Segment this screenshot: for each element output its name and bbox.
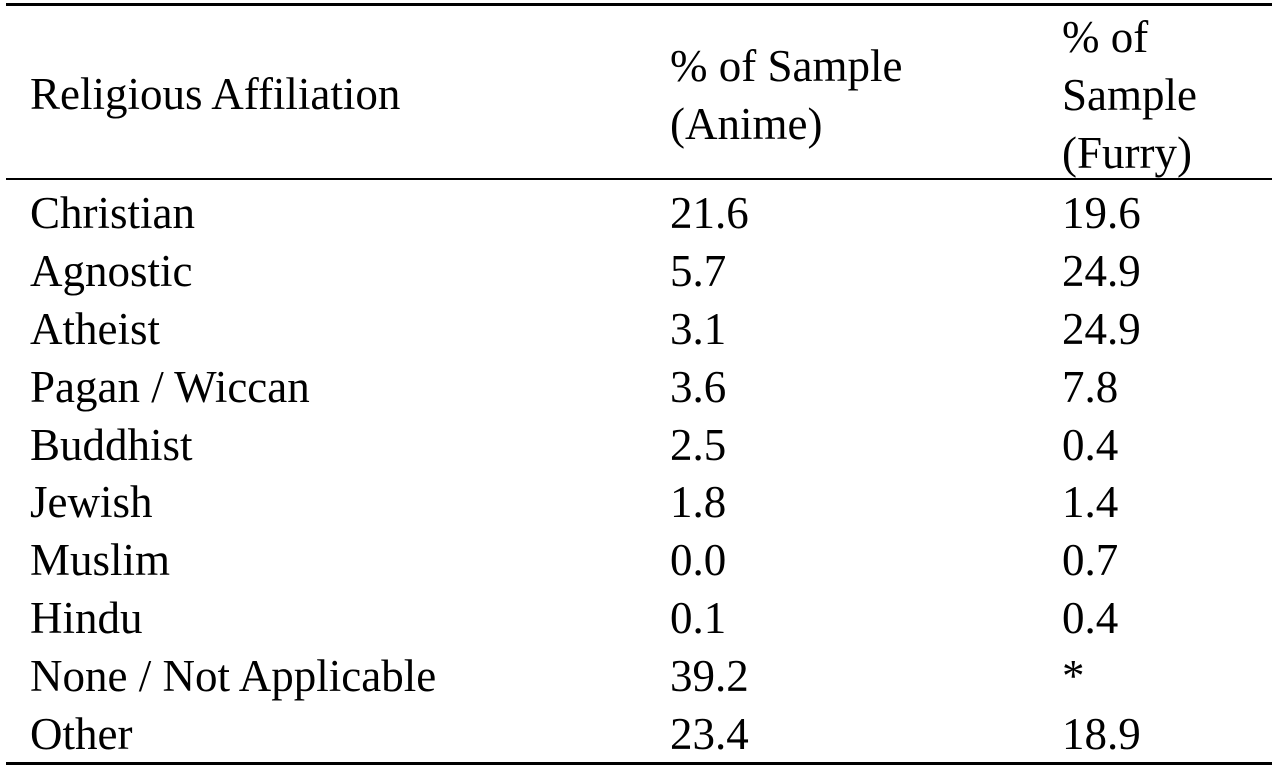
header-percent-anime: % of Sample (Anime) (670, 41, 903, 149)
table-row: Agnostic 5.7 24.9 (0, 242, 1276, 300)
header-religious-affiliation: Religious Affiliation (30, 69, 401, 119)
furry-percent-cell: * (1062, 651, 1085, 702)
anime-percent-cell: 1.8 (670, 477, 727, 528)
furry-percent-cell: 1.4 (1062, 477, 1119, 528)
affiliation-cell: Muslim (30, 535, 171, 586)
table-top-rule (6, 3, 1272, 6)
furry-percent-cell: 24.9 (1062, 245, 1141, 296)
anime-percent-cell: 21.6 (670, 188, 749, 238)
affiliation-cell: Buddhist (30, 419, 193, 470)
table-body: Christian 21.6 19.6 Agnostic 5.7 24.9 At… (0, 184, 1276, 763)
table-row: Pagan / Wiccan 3.6 7.8 (0, 358, 1276, 416)
affiliation-cell: Christian (30, 188, 195, 238)
affiliation-cell: Pagan / Wiccan (30, 361, 310, 412)
anime-percent-cell: 2.5 (670, 419, 727, 470)
anime-percent-cell: 0.0 (670, 535, 727, 586)
table-row: Christian 21.6 19.6 (0, 184, 1276, 242)
anime-percent-cell: 23.4 (670, 709, 749, 760)
anime-percent-cell: 0.1 (670, 593, 727, 644)
anime-percent-cell: 39.2 (670, 651, 749, 702)
affiliation-cell: Hindu (30, 593, 143, 644)
anime-percent-cell: 5.7 (670, 245, 727, 296)
anime-percent-cell: 3.1 (670, 303, 727, 354)
table-row: Hindu 0.1 0.4 (0, 589, 1276, 647)
table-header-rule (6, 178, 1272, 180)
table-row: Other 23.4 18.9 (0, 705, 1276, 763)
affiliation-cell: Other (30, 709, 133, 760)
furry-percent-cell: 0.7 (1062, 535, 1119, 586)
table-bottom-rule (6, 762, 1272, 765)
table-row: None / Not Applicable 39.2 * (0, 647, 1276, 705)
furry-percent-cell: 24.9 (1062, 303, 1141, 354)
furry-percent-cell: 18.9 (1062, 709, 1141, 760)
table-row: Atheist 3.1 24.9 (0, 300, 1276, 358)
anime-percent-cell: 3.6 (670, 361, 727, 412)
affiliation-cell: Atheist (30, 303, 160, 354)
affiliation-cell: Jewish (30, 477, 153, 528)
furry-percent-cell: 7.8 (1062, 361, 1119, 412)
header-percent-furry: % of Sample (Furry) (1062, 12, 1197, 178)
table-row: Jewish 1.8 1.4 (0, 473, 1276, 531)
furry-percent-cell: 0.4 (1062, 419, 1119, 470)
table-row: Buddhist 2.5 0.4 (0, 416, 1276, 474)
affiliation-cell: None / Not Applicable (30, 651, 437, 702)
furry-percent-cell: 19.6 (1062, 188, 1141, 238)
affiliation-cell: Agnostic (30, 245, 193, 296)
furry-percent-cell: 0.4 (1062, 593, 1119, 644)
table-row: Muslim 0.0 0.7 (0, 531, 1276, 589)
